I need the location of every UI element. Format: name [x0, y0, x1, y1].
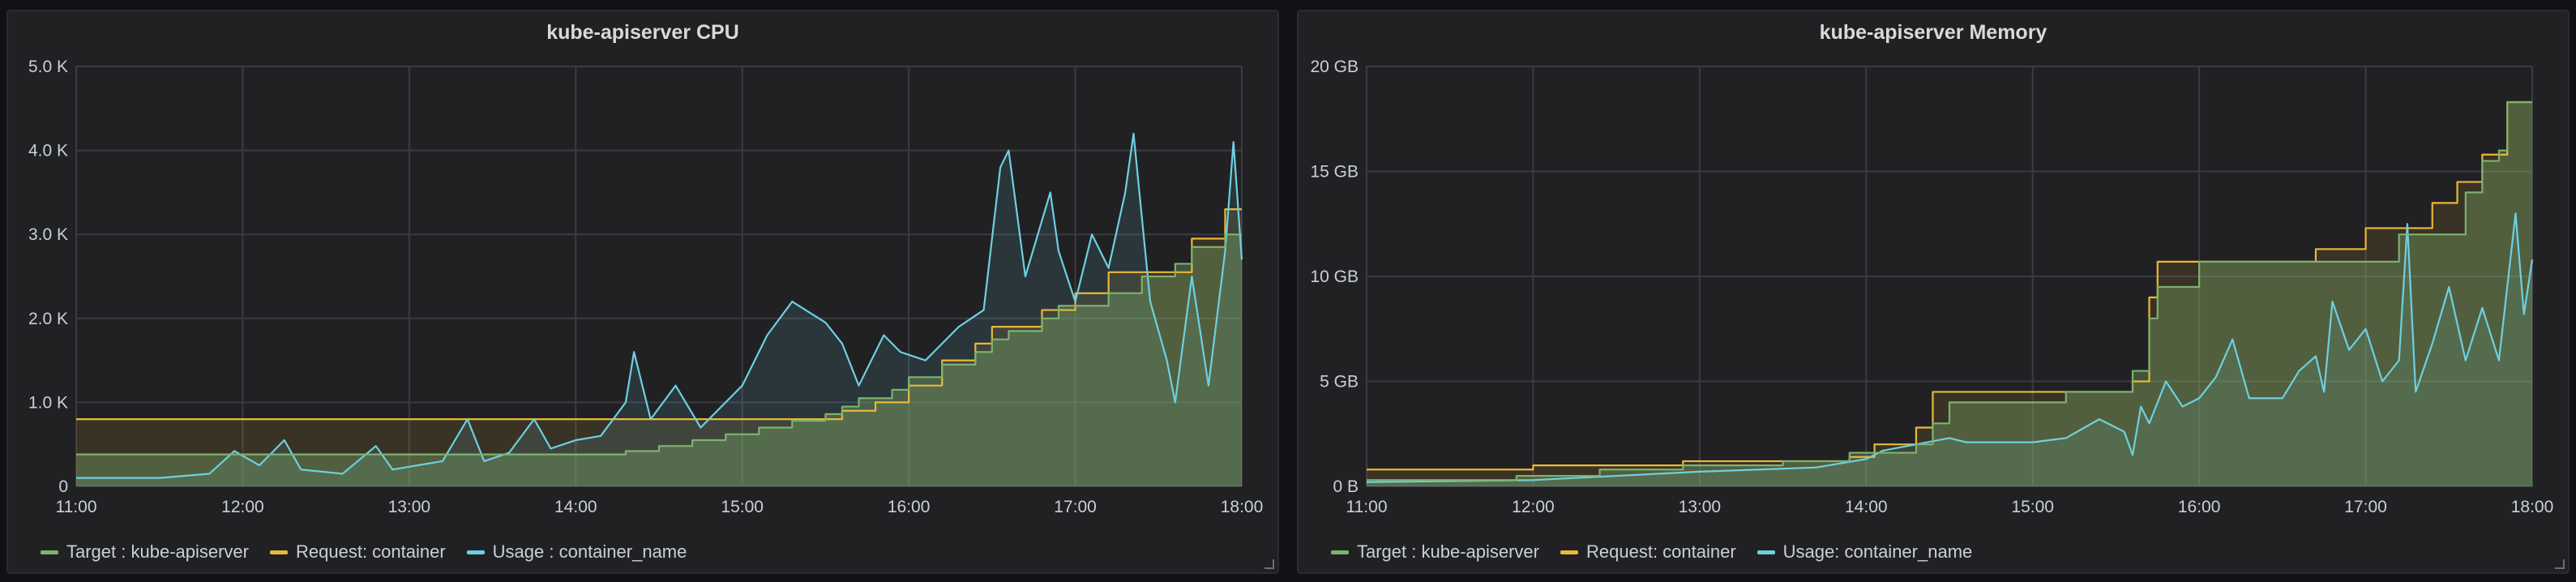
x-tick-label: 15:00 [2011, 498, 2054, 516]
series-area-2 [1367, 213, 2532, 486]
legend-label: Request: container [296, 541, 446, 562]
y-tick-label: 10 GB [1310, 267, 1359, 286]
resize-handle[interactable] [1264, 559, 1274, 569]
y-tick-label: 2.0 K [28, 310, 68, 328]
x-tick-label: 15:00 [721, 498, 764, 516]
legend: Target : kube-apiserver Request: contain… [1331, 541, 1972, 563]
y-tick-label: 0 [58, 477, 68, 496]
legend-swatch-usage [1757, 550, 1775, 554]
x-tick-label: 17:00 [1054, 498, 1097, 516]
x-tick-label: 16:00 [888, 498, 931, 516]
legend-item-request[interactable]: Request: container [270, 541, 446, 563]
series-line-2 [1366, 212, 2534, 483]
series-area-1 [76, 209, 1242, 486]
x-tick-label: 12:00 [221, 498, 264, 516]
y-tick-label: 3.0 K [28, 225, 68, 244]
legend-swatch-target [1331, 550, 1349, 554]
chart-cpu: 0 1.0 K 2.0 K 3.0 K 4.0 K 5.0 K 11:00 12:00 13:0… [28, 58, 1264, 516]
x-tick-label: 18:00 [2511, 498, 2554, 516]
x-tick-label: 16:00 [2178, 498, 2221, 516]
legend-swatch-request [270, 550, 288, 554]
legend-label: Target : kube-apiserver [66, 541, 249, 562]
legend-item-usage[interactable]: Usage : container_name [466, 541, 687, 563]
y-tick-label: 15 GB [1310, 163, 1359, 182]
panel-title[interactable]: kube-apiserver CPU [546, 21, 739, 44]
legend-label: Usage: container_name [1782, 541, 1973, 562]
x-tick-label: 13:00 [388, 498, 431, 516]
series-area-1 [1367, 102, 2532, 486]
panel-memory: kube-apiserver Memory 0 B 5 GB 10 GB 15 GB 2… [1297, 10, 2570, 574]
y-tick-label: 5 GB [1320, 373, 1359, 392]
legend-item-target[interactable]: Target : kube-apiserver [41, 541, 249, 563]
x-tick-label: 14:00 [554, 498, 597, 516]
panel-title[interactable]: kube-apiserver Memory [1819, 21, 2048, 44]
series-area-0 [1367, 102, 2532, 486]
chart-memory: 0 B 5 GB 10 GB 15 GB 20 GB 11:00 12:00 13:00 14:… [1310, 58, 2554, 516]
x-tick-label: 12:00 [1512, 498, 1555, 516]
x-tick-label: 13:00 [1679, 498, 1722, 516]
x-tick-label: 14:00 [1845, 498, 1888, 516]
legend-label: Request: container [1586, 541, 1736, 562]
x-tick-label: 11:00 [56, 498, 97, 516]
x-tick-label: 11:00 [1346, 498, 1388, 516]
y-tick-label: 20 GB [1310, 58, 1359, 76]
legend-label: Target : kube-apiserver [1357, 541, 1539, 562]
legend-label: Usage : container_name [492, 541, 687, 562]
legend-swatch-usage [466, 550, 485, 554]
y-tick-label: 1.0 K [28, 393, 68, 412]
x-tick-label: 17:00 [2344, 498, 2387, 516]
resize-handle[interactable] [2555, 559, 2565, 569]
series-line-2 [76, 132, 1243, 479]
y-tick-label: 0 B [1333, 477, 1359, 496]
series-area-0 [76, 234, 1242, 486]
legend-swatch-request [1560, 550, 1578, 554]
legend: Target : kube-apiserver Request: contain… [41, 541, 687, 563]
panel-cpu: kube-apiserver CPU 0 1.0 K 2.0 K 3.0 K 4.0 K… [6, 10, 1279, 574]
series-area-2 [76, 133, 1242, 486]
legend-item-target[interactable]: Target : kube-apiserver [1331, 541, 1539, 563]
legend-item-request[interactable]: Request: container [1560, 541, 1736, 563]
y-tick-label: 4.0 K [28, 142, 68, 160]
x-tick-label: 18:00 [1221, 498, 1264, 516]
legend-swatch-target [41, 550, 58, 554]
legend-item-usage[interactable]: Usage: container_name [1757, 541, 1973, 563]
series-line-0 [76, 233, 1242, 456]
y-tick-label: 5.0 K [28, 58, 68, 76]
series-line-0 [1367, 101, 2532, 481]
